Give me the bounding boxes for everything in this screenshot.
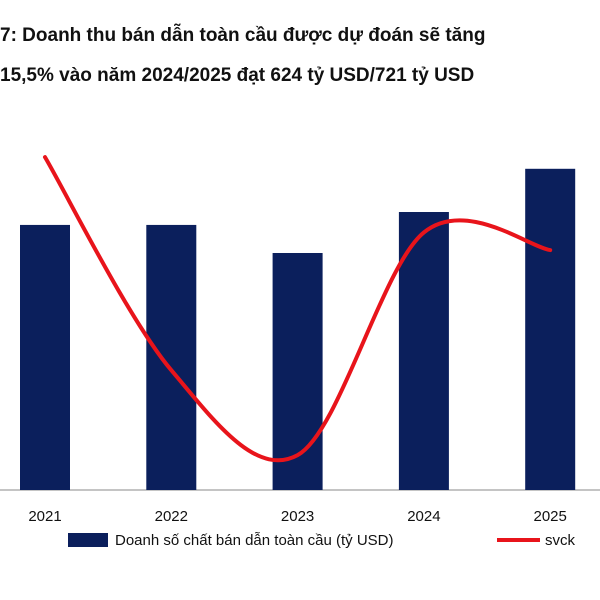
x-tick-label: 2023: [281, 508, 314, 525]
x-tick-label: 2025: [534, 508, 567, 525]
x-tick-label: 2022: [155, 508, 188, 525]
legend-swatch: [68, 533, 108, 547]
chart-subtitle: 15,5% vào năm 2024/2025 đạt 624 tỷ USD/7…: [0, 65, 474, 86]
bar: [398, 212, 449, 490]
bar: [525, 168, 576, 490]
bar: [146, 224, 197, 491]
x-tick-label: 2021: [28, 508, 61, 525]
legend-label: svck: [545, 532, 576, 549]
growth-line: [43, 155, 553, 463]
bar: [20, 224, 70, 491]
chart-title: 7: Doanh thu bán dẫn toàn cầu được dự đo…: [0, 24, 485, 46]
x-tick-label: 2024: [407, 508, 440, 525]
bar: [272, 252, 323, 490]
legend-label: Doanh số chất bán dẫn toàn cầu (tỷ USD): [115, 532, 394, 549]
